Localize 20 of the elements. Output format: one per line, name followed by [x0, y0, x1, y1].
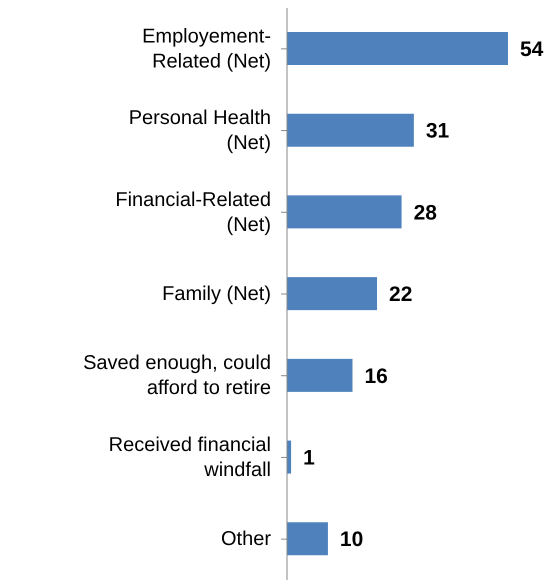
- y-tick-label: Family (Net): [162, 283, 271, 305]
- bar: [287, 522, 328, 556]
- y-tick-label: Personal Health (Net): [128, 107, 271, 154]
- data-label: 1: [303, 446, 316, 470]
- bar: [287, 358, 352, 392]
- y-tick-label: Financial-Related (Net): [115, 188, 271, 236]
- data-label: 10: [340, 528, 364, 552]
- data-label: 16: [364, 364, 388, 388]
- y-tick-label: Other: [220, 528, 272, 550]
- y-tick-label: Employement- Related (Net): [142, 25, 271, 72]
- data-label: 31: [426, 120, 450, 143]
- y-tick-label: Saved enough, could afford to retire: [83, 352, 271, 400]
- data-label: 28: [414, 201, 438, 224]
- bar: [287, 277, 378, 310]
- bar: [287, 195, 402, 228]
- bar: [287, 114, 414, 147]
- data-label: 22: [389, 283, 412, 306]
- y-tick-label: Received financial windfall: [108, 434, 271, 481]
- bar: [287, 32, 508, 65]
- data-label: 54: [520, 38, 544, 61]
